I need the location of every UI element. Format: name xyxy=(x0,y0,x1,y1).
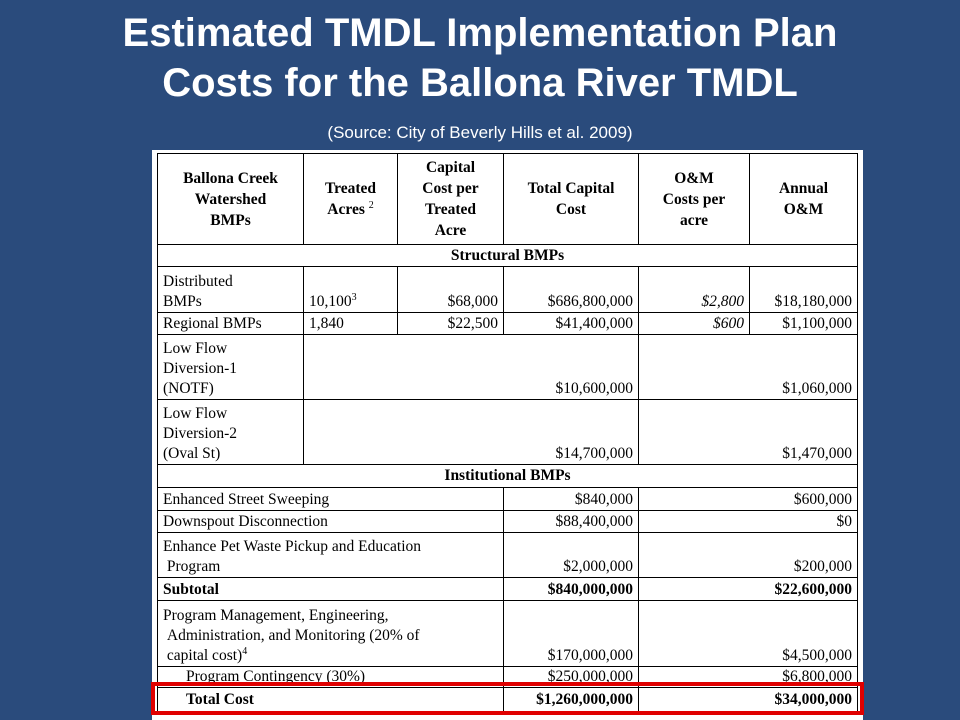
row-total-capital: $686,800,000 xyxy=(503,266,639,313)
row-name: Downspout Disconnection xyxy=(157,510,504,533)
section-institutional: Institutional BMPs xyxy=(157,464,858,488)
row-name: Low Flow Diversion-2 (Oval St) xyxy=(157,399,304,465)
title-line-1: Estimated TMDL Implementation Plan xyxy=(122,11,838,55)
row-total-capital: $2,000,000 xyxy=(503,532,639,578)
table-row: Regional BMPs 1,840 $22,500 $41,400,000 … xyxy=(157,312,858,335)
row-acres: 1,840 xyxy=(303,312,398,335)
row-name: Subtotal xyxy=(157,577,504,601)
table-row: Downspout Disconnection $88,400,000 $0 xyxy=(157,510,858,533)
row-annual-om: $34,000,000 xyxy=(638,687,858,713)
row-total-capital: $250,000,000 xyxy=(503,666,639,688)
table-row: Low Flow Diversion-2 (Oval St) $14,700,000… xyxy=(157,399,858,465)
table-row: Program Management, Engineering, Adminis… xyxy=(157,600,858,667)
header-om-per-acre: O&M Costs per acre xyxy=(638,153,750,245)
row-annual-om: $1,060,000 xyxy=(638,334,858,400)
table-row: Program Contingency (30%) $250,000,000 $… xyxy=(157,666,858,688)
table-row: Distributed BMPs 10,1003 $68,000 $686,800… xyxy=(157,266,858,313)
row-annual-om: $0 xyxy=(638,510,858,533)
row-cost-per-acre: $22,500 xyxy=(397,312,504,335)
cost-table-image: Ballona Creek Watershed BMPs Treated Acres … xyxy=(152,150,863,720)
row-annual-om: $6,800,000 xyxy=(638,666,858,688)
row-total-capital: $10,600,000 xyxy=(303,334,639,400)
row-annual-om: $4,500,000 xyxy=(638,600,858,667)
row-acres: 10,1003 xyxy=(303,266,398,313)
row-name: Low Flow Diversion-1 (NOTF) xyxy=(157,334,304,400)
header-treated-acres: Treated Acres 2 xyxy=(303,153,398,245)
source-subtitle: (Source: City of Beverly Hills et al. 20… xyxy=(327,123,633,142)
row-annual-om: $1,470,000 xyxy=(638,399,858,465)
row-name: Regional BMPs xyxy=(157,312,304,335)
row-name: Enhanced Street Sweeping xyxy=(157,487,504,511)
subtotal-row: Subtotal $840,000,000 $22,600,000 xyxy=(157,577,858,601)
row-annual-om: $200,000 xyxy=(638,532,858,578)
slide-title: Estimated TMDL Implementation Plan Costs… xyxy=(0,8,960,108)
cost-table: Ballona Creek Watershed BMPs Treated Acres … xyxy=(157,153,858,713)
row-total-capital: $88,400,000 xyxy=(503,510,639,533)
table-row: Enhance Pet Waste Pickup and Education P… xyxy=(157,532,858,578)
row-annual-om: $1,100,000 xyxy=(749,312,858,335)
row-total-capital: $840,000 xyxy=(503,487,639,511)
table-row: Enhanced Street Sweeping $840,000 $600,0… xyxy=(157,487,858,511)
row-annual-om: $22,600,000 xyxy=(638,577,858,601)
row-name: Total Cost xyxy=(157,687,504,713)
row-name: Enhance Pet Waste Pickup and Education P… xyxy=(157,532,504,578)
row-annual-om: $18,180,000 xyxy=(749,266,858,313)
row-total-capital: $14,700,000 xyxy=(303,399,639,465)
row-total-capital: $1,260,000,000 xyxy=(503,687,639,713)
row-om-per-acre: $2,800 xyxy=(638,266,750,313)
row-total-capital: $840,000,000 xyxy=(503,577,639,601)
row-total-capital: $41,400,000 xyxy=(503,312,639,335)
table-header-row: Ballona Creek Watershed BMPs Treated Acres … xyxy=(157,153,858,245)
row-cost-per-acre: $68,000 xyxy=(397,266,504,313)
header-bmps: Ballona Creek Watershed BMPs xyxy=(157,153,304,245)
total-row: Total Cost $1,260,000,000 $34,000,000 xyxy=(157,687,858,713)
section-structural: Structural BMPs xyxy=(157,244,858,267)
row-name: Program Contingency (30%) xyxy=(157,666,504,688)
table-row: Low Flow Diversion-1 (NOTF) $10,600,000 $1… xyxy=(157,334,858,400)
row-annual-om: $600,000 xyxy=(638,487,858,511)
row-om-per-acre: $600 xyxy=(638,312,750,335)
row-total-capital: $170,000,000 xyxy=(503,600,639,667)
header-annual-om: Annual O&M xyxy=(749,153,858,245)
row-name: Program Management, Engineering, Adminis… xyxy=(157,600,504,667)
title-line-2: Costs for the Ballona River TMDL xyxy=(162,61,798,105)
row-name: Distributed BMPs xyxy=(157,266,304,313)
header-total-capital-cost: Total Capital Cost xyxy=(503,153,639,245)
header-capital-cost-per-acre: Capital Cost per Treated Acre xyxy=(397,153,504,245)
